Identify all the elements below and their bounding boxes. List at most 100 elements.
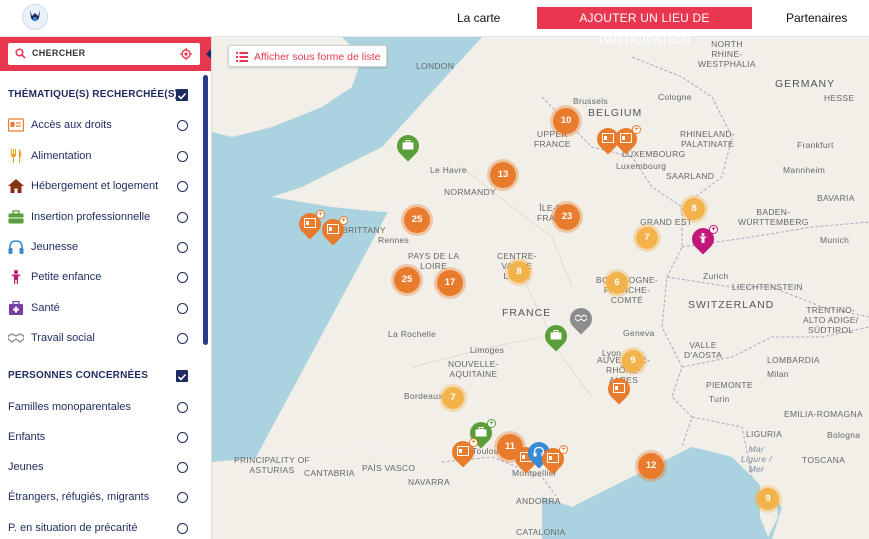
- map-pin-droits[interactable]: +: [294, 208, 326, 241]
- cluster-marker[interactable]: 9: [757, 488, 779, 510]
- filter-radio[interactable]: [177, 432, 188, 443]
- map-label-nrw: NORTH RHINE- WESTPHALIA: [698, 39, 756, 69]
- filter-label: Accès aux droits: [31, 119, 112, 131]
- filter-theme-travail-social[interactable]: Travail social: [8, 330, 188, 350]
- nav-map-link[interactable]: La carte: [457, 11, 501, 25]
- filter-radio[interactable]: [177, 333, 188, 344]
- map-pin-insertion[interactable]: [392, 130, 424, 163]
- map-label-turin: Turin: [709, 394, 730, 404]
- filter-radio[interactable]: [177, 462, 188, 473]
- map-label-france: FRANCE: [502, 307, 552, 319]
- filter-label: Étrangers, réfugiés, migrants: [8, 491, 150, 503]
- locate-me-icon[interactable]: [180, 48, 192, 60]
- people-section-title: PERSONNES CONCERNÉES: [8, 370, 149, 381]
- top-navigation-bar: La carte AJOUTER UN LIEU DE PARTICIPATIO…: [0, 0, 869, 47]
- map-label-belgium: BELGIUM: [588, 107, 643, 119]
- filter-people-jeunes[interactable]: Jeunes: [8, 459, 188, 479]
- cluster-marker[interactable]: 7: [442, 387, 464, 409]
- map-label-upper-france: UPPER FRANCE: [534, 129, 571, 149]
- handshake-icon: [575, 314, 587, 322]
- map-label-lyon: Lyon: [602, 348, 622, 358]
- themes-select-all-checkbox[interactable]: [176, 89, 188, 101]
- map-label-piemonte: PIEMONTE: [706, 380, 753, 390]
- filter-radio[interactable]: [177, 492, 188, 503]
- search-input[interactable]: CHERCHER: [8, 43, 200, 65]
- filter-theme-sante[interactable]: Santé: [8, 300, 188, 320]
- filter-people-familles-monoparentales[interactable]: Familles monoparentales: [8, 399, 188, 419]
- nav-partners-link[interactable]: Partenaires: [786, 11, 848, 25]
- cluster-marker[interactable]: 17: [437, 270, 463, 296]
- sidebar-scrollbar[interactable]: [203, 75, 208, 345]
- map-label-aosta: VALLE D'AOSTA: [684, 340, 723, 360]
- cluster-marker[interactable]: 25: [394, 267, 420, 293]
- map-label-la-rochelle: La Rochelle: [388, 329, 437, 339]
- cluster-marker[interactable]: 6: [606, 272, 628, 294]
- collapse-sidebar-icon[interactable]: [205, 48, 212, 60]
- map-label-zurich: Zurich: [703, 271, 729, 281]
- map-label-lombardia: LOMBARDIA: [767, 355, 820, 365]
- site-logo[interactable]: [22, 4, 48, 30]
- cluster-marker[interactable]: 13: [490, 162, 516, 188]
- child-icon: [11, 270, 21, 284]
- map-label-bavaria: BAVARIA: [817, 193, 855, 203]
- filter-radio[interactable]: [177, 303, 188, 314]
- filter-radio[interactable]: [177, 242, 188, 253]
- check-icon: [177, 92, 187, 100]
- search-placeholder: CHERCHER: [32, 48, 86, 58]
- filter-theme-hebergement[interactable]: Hébergement et logement: [8, 178, 188, 198]
- filter-theme-jeunesse[interactable]: Jeunesse: [8, 239, 188, 259]
- cluster-marker[interactable]: 10: [553, 108, 579, 134]
- cluster-marker[interactable]: 23: [554, 204, 580, 230]
- briefcase-icon: [402, 140, 414, 150]
- people-select-all-checkbox[interactable]: [176, 370, 188, 382]
- filter-theme-insertion-professionnelle[interactable]: Insertion professionnelle: [8, 209, 188, 229]
- id-card-icon: [613, 383, 625, 393]
- cluster-marker[interactable]: 12: [638, 453, 664, 479]
- filter-radio[interactable]: [177, 402, 188, 413]
- filter-people-enfants[interactable]: Enfants: [8, 429, 188, 449]
- map-pin-insertion[interactable]: +: [465, 417, 497, 450]
- map-label-navarra: NAVARRA: [408, 477, 450, 487]
- id-card-icon: [327, 224, 339, 234]
- map-pin-droits[interactable]: +: [537, 443, 569, 476]
- filter-radio[interactable]: [177, 272, 188, 283]
- filter-people-etrangers[interactable]: Étrangers, réfugiés, migrants: [8, 489, 188, 509]
- map-pin-droits[interactable]: +: [317, 214, 349, 247]
- filter-radio[interactable]: [177, 151, 188, 162]
- map-pin-droits[interactable]: [592, 123, 624, 156]
- map-label-pays-de-la-loire: PAYS DE LA LOIRE: [408, 251, 460, 271]
- id-card-icon: [304, 218, 316, 228]
- cluster-marker[interactable]: 25: [404, 207, 430, 233]
- map-pin-insertion[interactable]: [540, 320, 572, 353]
- id-card-icon: [620, 133, 632, 143]
- filter-people-precarite[interactable]: P. en situation de précarité: [8, 520, 188, 539]
- filter-radio[interactable]: [177, 120, 188, 131]
- filter-radio[interactable]: [177, 212, 188, 223]
- cluster-marker[interactable]: 8: [683, 198, 705, 220]
- cluster-marker[interactable]: 8: [508, 261, 530, 283]
- filter-label: Jeunesse: [31, 241, 79, 253]
- map-label-grand-est: GRAND EST: [640, 217, 693, 227]
- map-pin-petite-enfance[interactable]: +: [687, 223, 719, 256]
- map-label-trentino: TRENTINO- ALTO ADIGE/ SÜDTIROL: [803, 305, 859, 335]
- cluster-marker[interactable]: 9: [622, 350, 644, 372]
- filter-theme-petite-enfance[interactable]: Petite enfance: [8, 269, 188, 289]
- map-label-switzerland: SWITZERLAND: [688, 299, 775, 311]
- map-label-montpellier: Montpellier: [512, 468, 557, 478]
- filter-theme-acces-aux-droits[interactable]: Accès aux droits: [8, 117, 188, 137]
- filter-radio[interactable]: [177, 181, 188, 192]
- filter-label: Petite enfance: [31, 271, 102, 283]
- show-as-list-button[interactable]: Afficher sous forme de liste: [228, 45, 387, 67]
- filter-radio[interactable]: [177, 523, 188, 534]
- map-pin-droits[interactable]: +: [447, 436, 479, 469]
- map-pin-droits[interactable]: [603, 373, 635, 406]
- map-label-brittany: BRITTANY: [342, 225, 386, 235]
- filter-theme-alimentation[interactable]: Alimentation: [8, 148, 188, 168]
- map-pin-travail-social[interactable]: [565, 303, 597, 336]
- cluster-marker[interactable]: 7: [636, 227, 658, 249]
- map-label-nouvelle-aquitaine: NOUVELLE- AQUITAINE: [448, 359, 499, 379]
- map-label-andorra: ANDORRA: [516, 496, 561, 506]
- add-place-button[interactable]: AJOUTER UN LIEU DE PARTICIPATION: [537, 7, 752, 47]
- list-icon: [236, 52, 248, 62]
- map-pin-droits[interactable]: +: [610, 123, 642, 156]
